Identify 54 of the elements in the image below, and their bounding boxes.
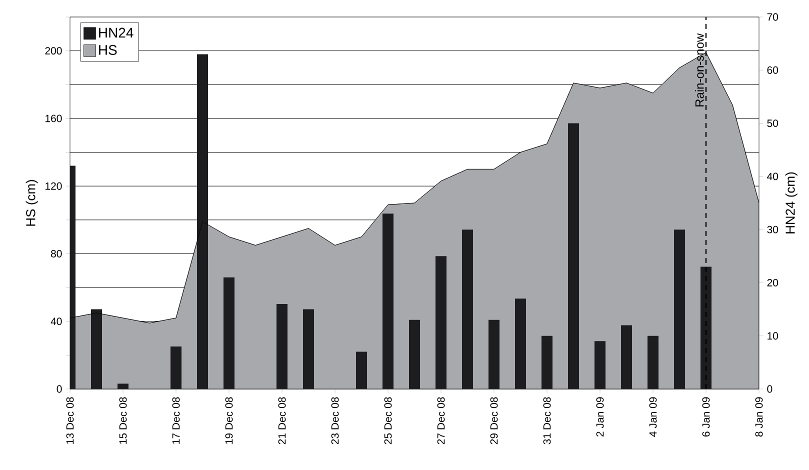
y-tick-label: 0 — [56, 385, 62, 393]
y-axis-title: HS (cm) — [26, 180, 38, 226]
y2-tick-label: 10 — [768, 332, 778, 340]
x-tick-label: 6 Jan 09 — [702, 397, 710, 437]
x-tick-label: 15 Dec 08 — [119, 397, 127, 444]
bar — [462, 230, 474, 389]
y2-tick-label: 0 — [767, 385, 772, 393]
bar — [648, 336, 659, 389]
bar — [197, 54, 208, 389]
bar — [224, 277, 235, 389]
bar — [594, 341, 606, 389]
legend-label: HN24 — [99, 28, 134, 38]
bar — [674, 230, 686, 389]
x-tick-label: 29 Dec 08 — [490, 397, 498, 444]
y2-axis-title: HN24 (cm) — [785, 172, 798, 234]
x-tick-label: 4 Jan 09 — [649, 397, 657, 437]
bar — [568, 123, 580, 389]
x-tick-label: 2 Jan 09 — [596, 397, 604, 437]
x-tick-label: 31 Dec 08 — [543, 397, 551, 444]
y-tick-label: 200 — [45, 47, 62, 55]
bar — [700, 266, 712, 389]
bar — [170, 346, 182, 389]
bar — [356, 352, 368, 389]
bar — [515, 298, 526, 389]
x-tick-label: 25 Dec 08 — [384, 397, 392, 444]
bar — [118, 384, 128, 389]
bar — [436, 256, 447, 389]
bar — [488, 320, 500, 389]
y-tick-label: 40 — [50, 318, 62, 326]
x-tick-label: 21 Dec 08 — [278, 397, 286, 444]
y-tick-label: 160 — [46, 114, 62, 122]
y2-tick-label: 60 — [767, 66, 778, 74]
y2-tick-label: 40 — [767, 172, 778, 180]
x-tick-label: 19 Dec 08 — [225, 397, 233, 444]
ref-line-label: Rain-on-snow — [694, 33, 704, 106]
y-tick-label: 120 — [46, 182, 62, 190]
y2-tick-label: 20 — [767, 279, 778, 286]
x-tick-label: 17 Dec 08 — [172, 397, 180, 444]
y2-tick-label: 70 — [767, 13, 778, 21]
bar — [303, 309, 314, 389]
bar — [276, 304, 288, 389]
bar — [91, 309, 102, 389]
x-tick-label: 8 Jan 09 — [755, 397, 763, 437]
bar — [621, 325, 632, 389]
bar — [542, 336, 553, 389]
bar — [382, 214, 394, 389]
y2-tick-label: 30 — [767, 226, 778, 234]
y2-tick-label: 50 — [767, 120, 778, 128]
x-tick-label: 27 Dec 08 — [437, 397, 445, 444]
legend-label: HS — [99, 45, 117, 55]
x-tick-label: 23 Dec 08 — [331, 397, 339, 444]
x-tick-label: 13 Dec 08 — [66, 397, 74, 444]
y-tick-label: 80 — [51, 250, 62, 258]
bar — [409, 320, 420, 389]
